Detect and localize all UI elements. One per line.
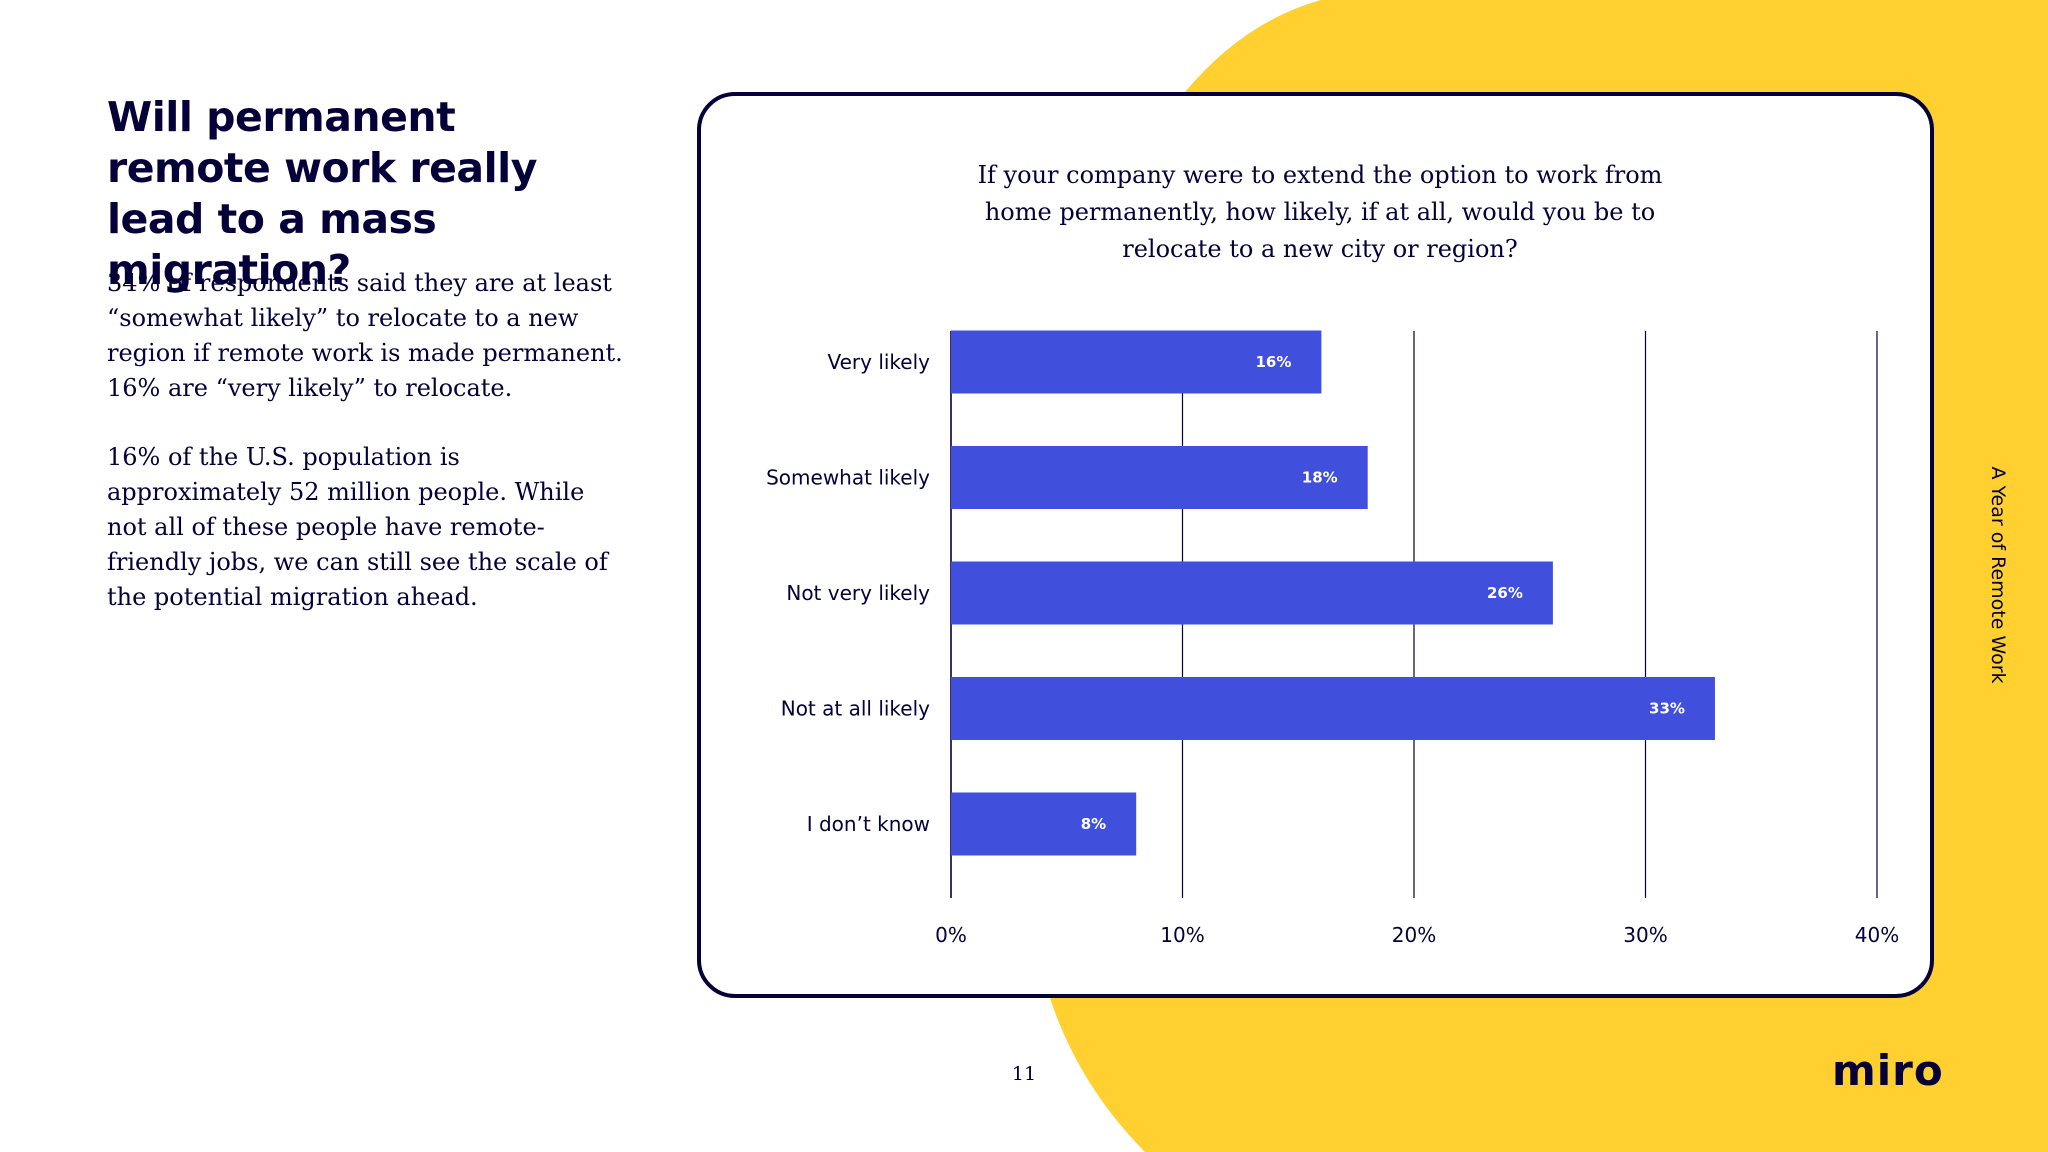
bar <box>951 677 1715 740</box>
y-category-label: Not at all likely <box>781 697 930 721</box>
bar <box>951 561 1553 625</box>
y-category-label: Not very likely <box>786 581 930 605</box>
miro-logo: miro <box>1832 1046 1944 1095</box>
bar-data-label: 18% <box>1302 469 1338 487</box>
page-headline: Will permanent remote work really lead t… <box>107 93 537 294</box>
bar <box>951 792 1137 856</box>
bars <box>951 330 1715 856</box>
bar-data-label: 8% <box>1081 815 1106 833</box>
chart-title: If your company were to extend the optio… <box>977 161 1663 263</box>
y-category-label: Very likely <box>827 350 930 374</box>
y-category-label: I don’t know <box>807 812 930 836</box>
bar-data-label: 16% <box>1255 353 1291 371</box>
x-tick-label: 0% <box>935 923 967 947</box>
labels: 0% 10% 20% 30% 40% 16% Very likely 18% Somewhat … <box>766 350 1899 947</box>
x-tick-label: 20% <box>1392 923 1436 947</box>
x-tick-label: 40% <box>1855 923 1899 947</box>
chart-card <box>697 92 1934 998</box>
page-number: 11 <box>1011 1063 1037 1085</box>
body-paragraph-1: 34% of respondents said they are at leas… <box>107 269 623 402</box>
body-paragraph-2: 16% of the U.S. population is approximat… <box>107 443 608 611</box>
side-running-title: A Year of Remote Work <box>1987 466 2009 684</box>
bar-data-label: 26% <box>1487 584 1523 602</box>
bar-data-label: 33% <box>1649 700 1685 718</box>
y-category-label: Somewhat likely <box>766 466 930 490</box>
bar <box>951 330 1322 394</box>
x-tick-label: 30% <box>1623 923 1667 947</box>
x-tick-label: 10% <box>1160 923 1204 947</box>
bar <box>951 446 1368 509</box>
